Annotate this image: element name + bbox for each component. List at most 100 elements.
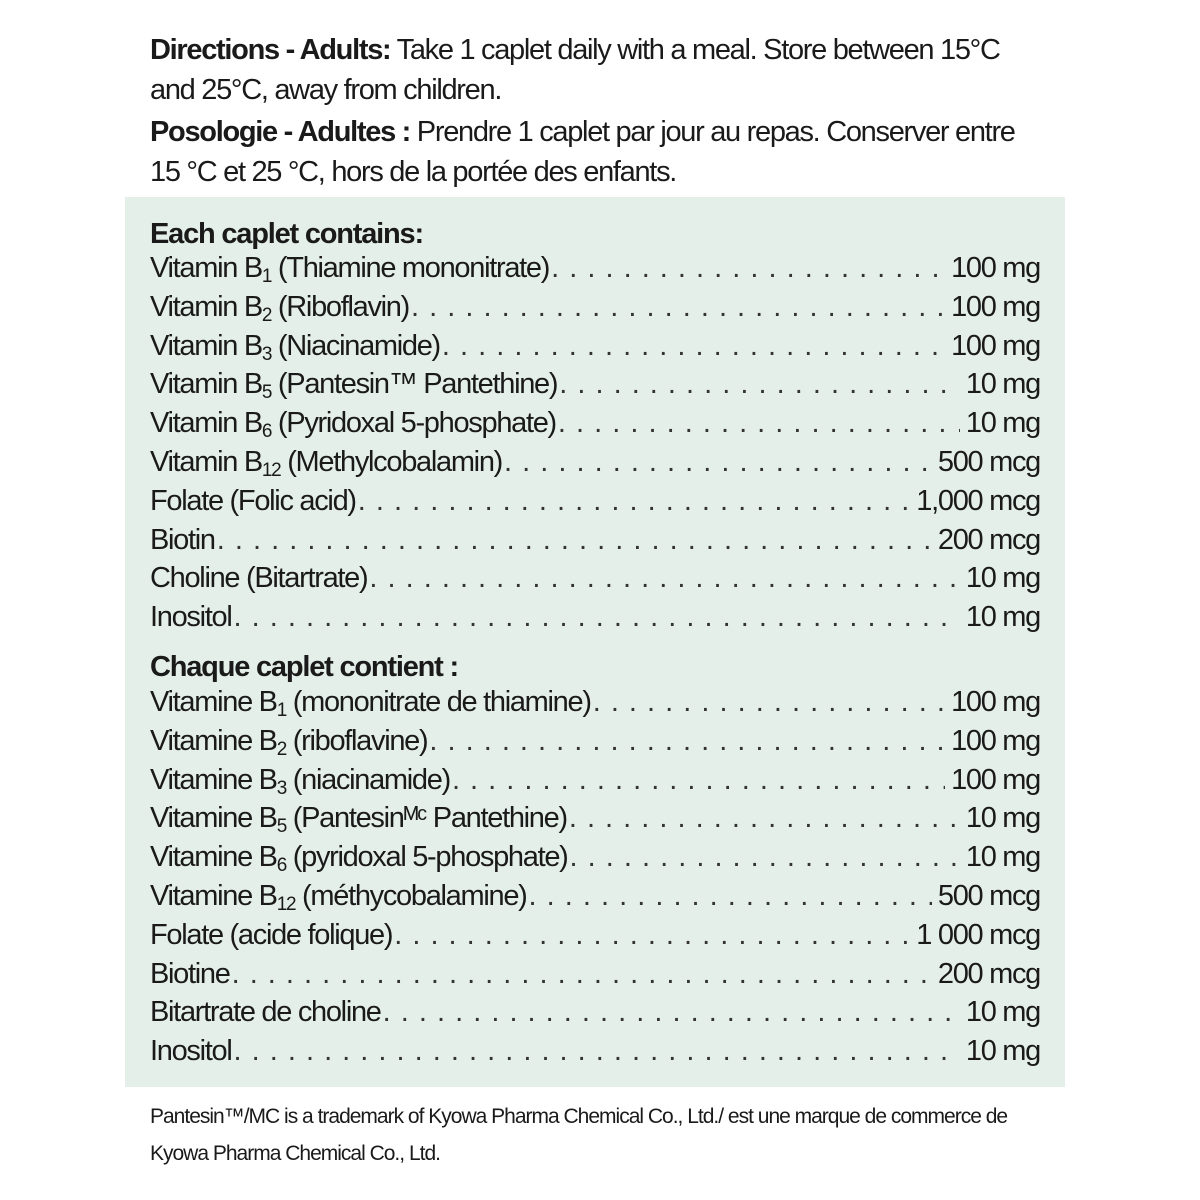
ingredient-row: Vitamin B2 (Riboflavin) 100 mg — [150, 290, 1041, 330]
ingredient-row: Vitamin B3 (Niacinamide) 100 mg — [150, 329, 1041, 369]
ingredient-name-main: Folate (Folic acid) — [150, 484, 357, 517]
ingredient-row: Vitamine B6 (pyridoxal 5-phosphate) 10 mg — [150, 841, 1041, 880]
ingredient-row: Vitamine B3 (niacinamide) 100 mg — [150, 763, 1041, 803]
ingredient-subscript: 6 — [276, 855, 288, 877]
ingredient-name-main: Biotin — [150, 523, 216, 556]
ingredient-name-main: Vitamin B — [150, 445, 263, 478]
ingredient-row: Bitartrate de choline 10 mg — [150, 996, 1041, 1035]
ingredient-subscript: 2 — [276, 738, 288, 760]
ingredient-subscript: 5 — [261, 382, 273, 404]
ingredient-name-main: Bitartrate de choline — [150, 996, 382, 1029]
ingredient-name: Vitamin B12 (Methylcobalamin) — [150, 445, 503, 481]
ingredient-amount: 10 mg — [965, 1035, 1041, 1068]
ingredient-name-detail: (mononitrate de thiamine) — [286, 686, 592, 718]
leader-dots — [442, 330, 945, 363]
ingredient-name-detail: (Pantesin™ Pantethine) — [271, 368, 559, 401]
ingredient-row: Vitamine B5 (Pantesinᴹᶜ Pantethine) 10 mg — [150, 802, 1041, 841]
leader-dots — [551, 252, 945, 285]
ingredient-amount: 10 mg — [965, 407, 1041, 440]
ingredient-name-main: Vitamin B — [150, 290, 263, 323]
ingredient-subscript: 1 — [261, 266, 273, 287]
ingredient-name: Inositol — [150, 601, 233, 634]
ingredient-name-detail: (Riboflavin) — [271, 290, 410, 323]
leader-dots — [559, 368, 960, 401]
directions-english-text: Take 1 caplet daily with a meal. Store b… — [150, 34, 1001, 106]
ingredient-name-main: Vitamin B — [150, 407, 263, 440]
ingredient-name-detail: (pyridoxal 5-phosphate) — [286, 841, 569, 874]
ingredient-name: Vitamine B12 (méthycobalamine) — [150, 879, 528, 914]
leader-dots — [383, 996, 960, 1029]
ingredient-name-main: Vitamin B — [150, 368, 263, 401]
french-ingredients-heading: Chaque caplet contient : — [150, 651, 459, 683]
ingredient-amount: 10 mg — [965, 601, 1041, 634]
leader-dots — [593, 686, 945, 719]
ingredient-name-main: Vitamine B — [150, 724, 278, 757]
ingredient-row: Folate (acide folique) 1 000 mcg — [150, 918, 1041, 958]
ingredient-subscript: 1 — [276, 700, 288, 721]
ingredient-name-detail: (Pantesinᴹᶜ Pantethine) — [286, 802, 568, 835]
ingredient-name: Vitamin B1 (Thiamine mononitrate) — [150, 252, 551, 287]
ingredient-name-main: Inositol — [150, 601, 233, 634]
ingredient-subscript: 3 — [261, 343, 273, 365]
ingredient-amount: 1 000 mcg — [916, 918, 1041, 951]
ingredient-name: Bitartrate de choline — [150, 996, 382, 1029]
ingredient-row: Biotin 200 mcg — [150, 523, 1041, 563]
ingredient-name: Vitamin B5 (Pantesin™ Pantethine) — [150, 368, 559, 404]
ingredient-subscript: 3 — [276, 777, 288, 799]
ingredient-amount: 100 mg — [951, 686, 1041, 718]
ingredient-name: Biotin — [150, 523, 216, 557]
ingredient-name: Folate (acide folique) — [150, 919, 394, 952]
ingredient-subscript: 6 — [261, 421, 273, 443]
leader-dots — [358, 485, 911, 518]
ingredient-amount: 10 mg — [965, 562, 1041, 595]
english-ingredients-list: Vitamin B1 (Thiamine mononitrate)100 mgV… — [150, 252, 1041, 640]
ingredient-name-detail: (Niacinamide) — [271, 329, 441, 362]
english-ingredients-heading: Each caplet contains: — [150, 218, 424, 250]
ingredient-name-main: Vitamine B — [150, 802, 278, 835]
directions-french: Posologie - Adultes : Prendre 1 caplet p… — [150, 112, 1030, 192]
ingredient-amount: 200 mcg — [937, 957, 1041, 990]
ingredient-name-detail: (riboflavine) — [286, 724, 429, 757]
ingredient-name-main: Vitamine B — [150, 879, 278, 912]
ingredient-row: Folate (Folic acid) 1,000 mcg — [150, 484, 1041, 524]
ingredient-name-main: Choline (Bitartrate) — [150, 562, 369, 595]
leader-dots — [558, 407, 960, 440]
ingredient-name: Vitamin B2 (Riboflavin) — [150, 290, 410, 325]
ingredient-amount: 100 mg — [951, 252, 1041, 284]
ingredient-row: Vitamin B1 (Thiamine mononitrate) 100 mg — [150, 252, 1041, 291]
french-ingredients-list: Vitamine B1 (mononitrate de thiamine)100… — [150, 686, 1041, 1074]
ingredient-name-main: Vitamin B — [150, 329, 263, 362]
leader-dots — [234, 601, 960, 634]
ingredient-name-main: Vitamine B — [150, 763, 278, 796]
ingredient-row: Vitamine B12 (méthycobalamine) 500 mcg — [150, 879, 1041, 919]
ingredient-row: Vitamin B12 (Methylcobalamin) 500 mcg — [150, 445, 1041, 485]
ingredient-name: Vitamin B6 (Pyridoxal 5-phosphate) — [150, 407, 557, 443]
ingredient-amount: 500 mcg — [937, 879, 1041, 912]
ingredient-name-detail: (Pyridoxal 5-phosphate) — [271, 407, 557, 440]
ingredient-name-detail: (niacinamide) — [286, 763, 451, 796]
ingredient-amount: 10 mg — [965, 841, 1041, 874]
ingredient-name-main: Vitamine B — [150, 841, 278, 874]
leader-dots — [411, 291, 945, 324]
leader-dots — [504, 446, 932, 479]
ingredient-name-detail: (Thiamine mononitrate) — [271, 252, 551, 284]
ingredient-name-main: Vitamine B — [150, 686, 278, 718]
leader-dots — [232, 958, 932, 991]
ingredient-row: Inositol 10 mg — [150, 601, 1041, 640]
directions-french-text: Prendre 1 caplet par jour au repas. Cons… — [150, 116, 1016, 188]
leader-dots — [369, 562, 960, 595]
ingredient-name: Vitamine B1 (mononitrate de thiamine) — [150, 686, 592, 721]
ingredient-amount: 10 mg — [965, 802, 1041, 835]
ingredient-subscript: 12 — [261, 459, 282, 481]
ingredient-row: Biotine 200 mcg — [150, 957, 1041, 997]
ingredient-subscript: 5 — [276, 816, 288, 838]
ingredient-row: Vitamin B6 (Pyridoxal 5-phosphate) 10 mg — [150, 407, 1041, 446]
ingredient-name: Vitamine B2 (riboflavine) — [150, 724, 429, 760]
ingredient-amount: 10 mg — [965, 368, 1041, 401]
leader-dots — [452, 764, 945, 797]
ingredient-amount: 500 mcg — [937, 445, 1041, 478]
ingredient-amount: 1,000 mcg — [916, 484, 1041, 517]
ingredient-name: Biotine — [150, 958, 231, 991]
ingredient-amount: 100 mg — [951, 290, 1041, 323]
ingredient-amount: 100 mg — [951, 724, 1041, 757]
